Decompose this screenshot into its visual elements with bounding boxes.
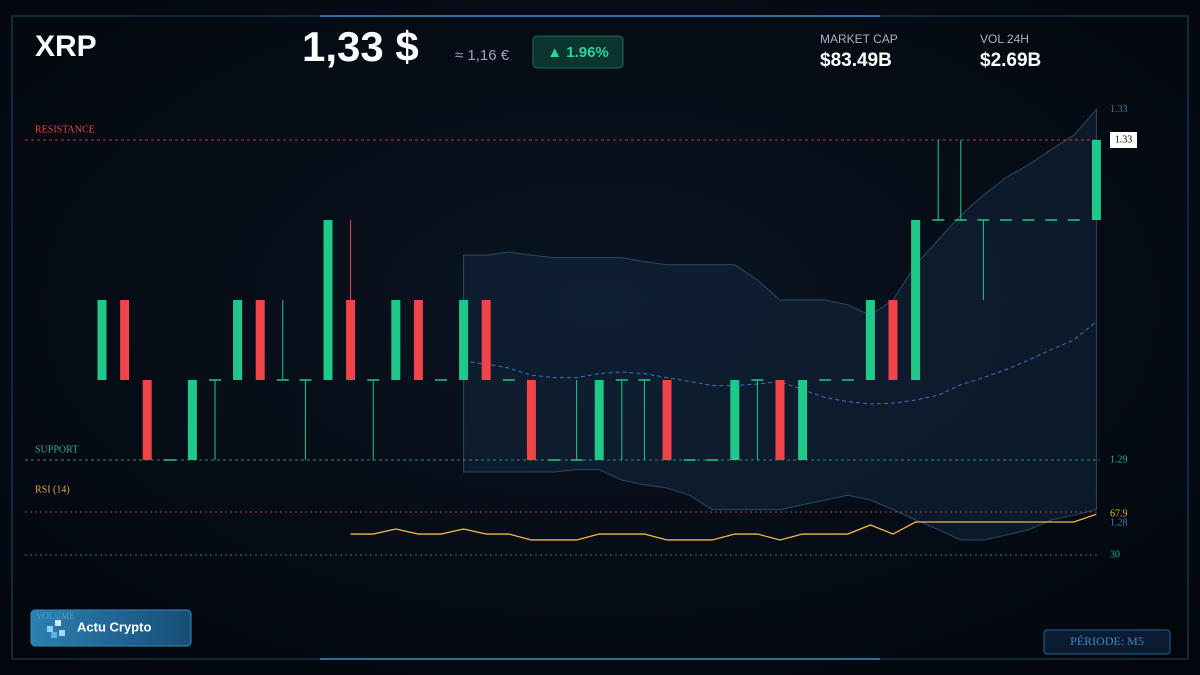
price-eur: ≈ 1,16 € xyxy=(455,47,510,64)
band-upper-label: 1.33 xyxy=(1110,104,1128,115)
candle-body xyxy=(751,379,764,381)
candle-body xyxy=(413,300,423,380)
candle-body xyxy=(798,380,808,460)
candle-body xyxy=(730,380,740,460)
candle-body xyxy=(1000,219,1012,221)
candle-body xyxy=(911,220,921,380)
change-badge xyxy=(532,35,624,69)
candle-body xyxy=(841,379,854,381)
rsi-title: RSI (14) xyxy=(35,484,70,495)
price-tag-label: 1.33 xyxy=(1115,134,1133,145)
candle-body xyxy=(683,459,696,461)
rsi-value: 67.9 xyxy=(1110,509,1128,520)
candle-body xyxy=(323,220,333,380)
stat-value: $83.49B xyxy=(820,50,892,71)
candle-body xyxy=(255,300,265,380)
candle-body xyxy=(662,380,672,460)
candle-body xyxy=(865,300,875,380)
candle-body xyxy=(163,459,176,461)
level-value: 1.29 xyxy=(1110,454,1128,465)
candle-body xyxy=(775,380,785,460)
brand-icon xyxy=(47,620,65,638)
candle-body xyxy=(1091,140,1101,220)
band-lower-label: 1.28 xyxy=(1110,518,1128,529)
price: 1,33 $ xyxy=(302,23,419,70)
brand-badge xyxy=(30,609,192,647)
candle-body xyxy=(502,379,515,381)
candle-body xyxy=(1045,219,1058,221)
candle-body xyxy=(481,300,491,380)
change: ▲ 1.96% xyxy=(547,44,609,61)
candle-body xyxy=(367,379,380,381)
candle-body xyxy=(594,380,604,460)
brand: Actu Crypto xyxy=(77,619,151,634)
candle-body xyxy=(233,300,243,380)
candle-body xyxy=(819,379,832,381)
stat-label: MARKET CAP xyxy=(820,32,898,46)
level-label: SUPPORT xyxy=(35,444,78,455)
candle-body xyxy=(548,459,560,461)
candle-body xyxy=(276,379,289,381)
candle-body xyxy=(932,219,945,221)
candle-body xyxy=(97,300,107,380)
candle-body xyxy=(638,379,651,381)
candle-body xyxy=(706,459,719,461)
candle-body xyxy=(1067,219,1080,221)
candle-body xyxy=(120,300,130,380)
candle-body xyxy=(187,380,197,460)
band-middle xyxy=(463,321,1097,405)
candle-body xyxy=(209,379,221,381)
candle-body xyxy=(888,300,898,380)
period: PÉRIODE: M5 xyxy=(1070,634,1144,648)
candle-body xyxy=(299,379,312,381)
candle-body xyxy=(526,380,536,460)
candle-body xyxy=(435,379,447,381)
candle-body xyxy=(142,380,152,460)
candle-body xyxy=(977,219,990,221)
candle-body xyxy=(1022,219,1035,221)
rsi-line xyxy=(350,513,1097,541)
candle-body xyxy=(570,459,583,461)
symbol: XRP xyxy=(35,30,97,63)
candle-body xyxy=(954,219,967,221)
volume-label: VOLUME xyxy=(36,611,75,621)
stat-value: $2.69B xyxy=(980,50,1041,71)
period-badge xyxy=(1043,629,1171,655)
candle-body xyxy=(615,379,628,381)
candle-body xyxy=(459,300,469,380)
stat-label: VOL 24H xyxy=(980,32,1029,46)
level-label: RESISTANCE xyxy=(35,124,95,135)
candle-body xyxy=(346,300,356,380)
price-tag xyxy=(1110,132,1137,148)
rsi-tick-label: 30 xyxy=(1110,549,1120,560)
candle-body xyxy=(391,300,401,380)
plot: 1.33 1.28 RESISTANCE SUPPORT 1.29 1.33 RSI (14… xyxy=(25,104,1137,560)
